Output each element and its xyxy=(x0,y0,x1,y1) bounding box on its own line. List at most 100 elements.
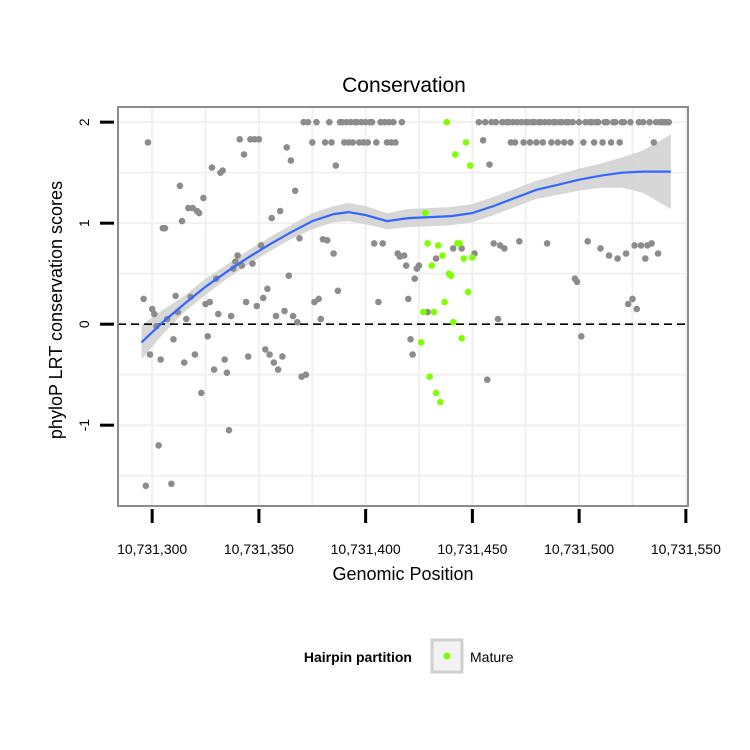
other-point xyxy=(206,298,214,306)
other-point xyxy=(405,295,412,303)
mature-point xyxy=(458,335,466,342)
other-point xyxy=(313,118,320,126)
other-point xyxy=(620,118,628,126)
other-point xyxy=(629,295,636,303)
other-point xyxy=(198,389,205,397)
mature-point xyxy=(432,389,440,397)
other-point xyxy=(191,351,199,358)
x-tick-label: 10,731,500 xyxy=(544,541,614,557)
other-point xyxy=(253,302,261,310)
other-point xyxy=(276,207,284,215)
other-point xyxy=(289,312,297,320)
mature-point xyxy=(447,272,455,280)
other-point xyxy=(157,356,164,363)
mature-point xyxy=(430,308,438,316)
other-point xyxy=(492,118,500,126)
other-point xyxy=(490,240,498,247)
legend-key-mature-dot xyxy=(443,652,451,660)
other-point xyxy=(616,139,623,146)
other-point xyxy=(554,139,562,146)
mature-point xyxy=(452,151,459,158)
x-tick-label: 10,731,300 xyxy=(117,541,187,557)
other-point xyxy=(323,237,331,244)
other-point xyxy=(180,359,188,366)
other-point xyxy=(411,275,419,283)
other-point xyxy=(569,118,576,126)
points-layer xyxy=(140,118,673,490)
mature-point xyxy=(460,255,468,262)
other-point xyxy=(349,139,357,146)
other-point xyxy=(605,252,613,259)
other-point xyxy=(161,224,169,232)
other-point xyxy=(225,426,233,434)
x-tick-label: 10,731,450 xyxy=(437,541,507,557)
smooth-line-layer xyxy=(140,170,671,344)
other-point xyxy=(204,333,211,340)
mature-point xyxy=(417,339,425,346)
other-point xyxy=(526,139,534,146)
other-point xyxy=(317,315,325,323)
mature-point xyxy=(462,139,470,146)
other-point xyxy=(520,139,527,146)
other-point xyxy=(309,139,316,146)
other-point xyxy=(599,139,606,146)
other-point xyxy=(302,371,310,379)
other-point xyxy=(654,250,662,257)
other-point xyxy=(486,161,493,168)
other-point xyxy=(379,240,387,247)
other-point xyxy=(631,242,638,249)
y-tick-label: 2 xyxy=(76,118,92,126)
other-point xyxy=(210,366,218,373)
mature-point xyxy=(428,262,436,269)
other-point xyxy=(227,312,235,320)
other-point xyxy=(219,167,226,174)
other-point xyxy=(624,300,632,308)
other-point xyxy=(646,118,653,126)
other-point xyxy=(614,255,621,262)
other-point xyxy=(590,139,598,146)
other-point xyxy=(511,139,519,146)
other-point xyxy=(368,118,376,126)
mature-point xyxy=(420,308,427,316)
other-point xyxy=(279,353,286,360)
other-point xyxy=(560,139,568,146)
other-point xyxy=(176,182,184,190)
other-point xyxy=(580,139,587,146)
other-point xyxy=(240,151,248,158)
other-point xyxy=(370,240,378,247)
mature-point xyxy=(439,252,446,259)
other-point xyxy=(584,238,591,245)
other-point xyxy=(257,242,265,249)
other-point xyxy=(296,235,303,242)
other-point xyxy=(494,315,502,323)
other-point xyxy=(409,351,416,358)
other-point xyxy=(287,157,295,164)
other-point xyxy=(402,262,410,269)
other-point xyxy=(479,137,487,144)
plot-panel-border xyxy=(117,106,689,507)
other-point xyxy=(449,245,457,252)
other-point xyxy=(533,139,540,146)
other-point xyxy=(573,278,581,286)
other-point xyxy=(242,298,250,306)
other-point xyxy=(597,245,604,252)
mature-point xyxy=(443,118,451,126)
x-axis: 10,731,300 10,731,350 10,731,400 10,731,450… xyxy=(117,509,721,557)
other-point xyxy=(567,139,574,146)
other-point xyxy=(259,294,267,302)
other-point xyxy=(330,250,337,257)
other-point xyxy=(281,307,288,315)
x-tick-label: 10,731,550 xyxy=(651,541,721,557)
other-point xyxy=(274,366,282,373)
other-point xyxy=(334,287,342,295)
y-tick-label: 1 xyxy=(76,219,92,227)
other-point xyxy=(612,118,619,126)
other-point xyxy=(648,240,655,247)
other-point xyxy=(578,333,585,340)
x-axis-label: Genomic Position xyxy=(332,564,473,584)
other-point xyxy=(595,118,602,126)
other-point xyxy=(270,359,278,366)
other-point xyxy=(400,252,408,259)
confidence-ribbon xyxy=(141,134,671,360)
